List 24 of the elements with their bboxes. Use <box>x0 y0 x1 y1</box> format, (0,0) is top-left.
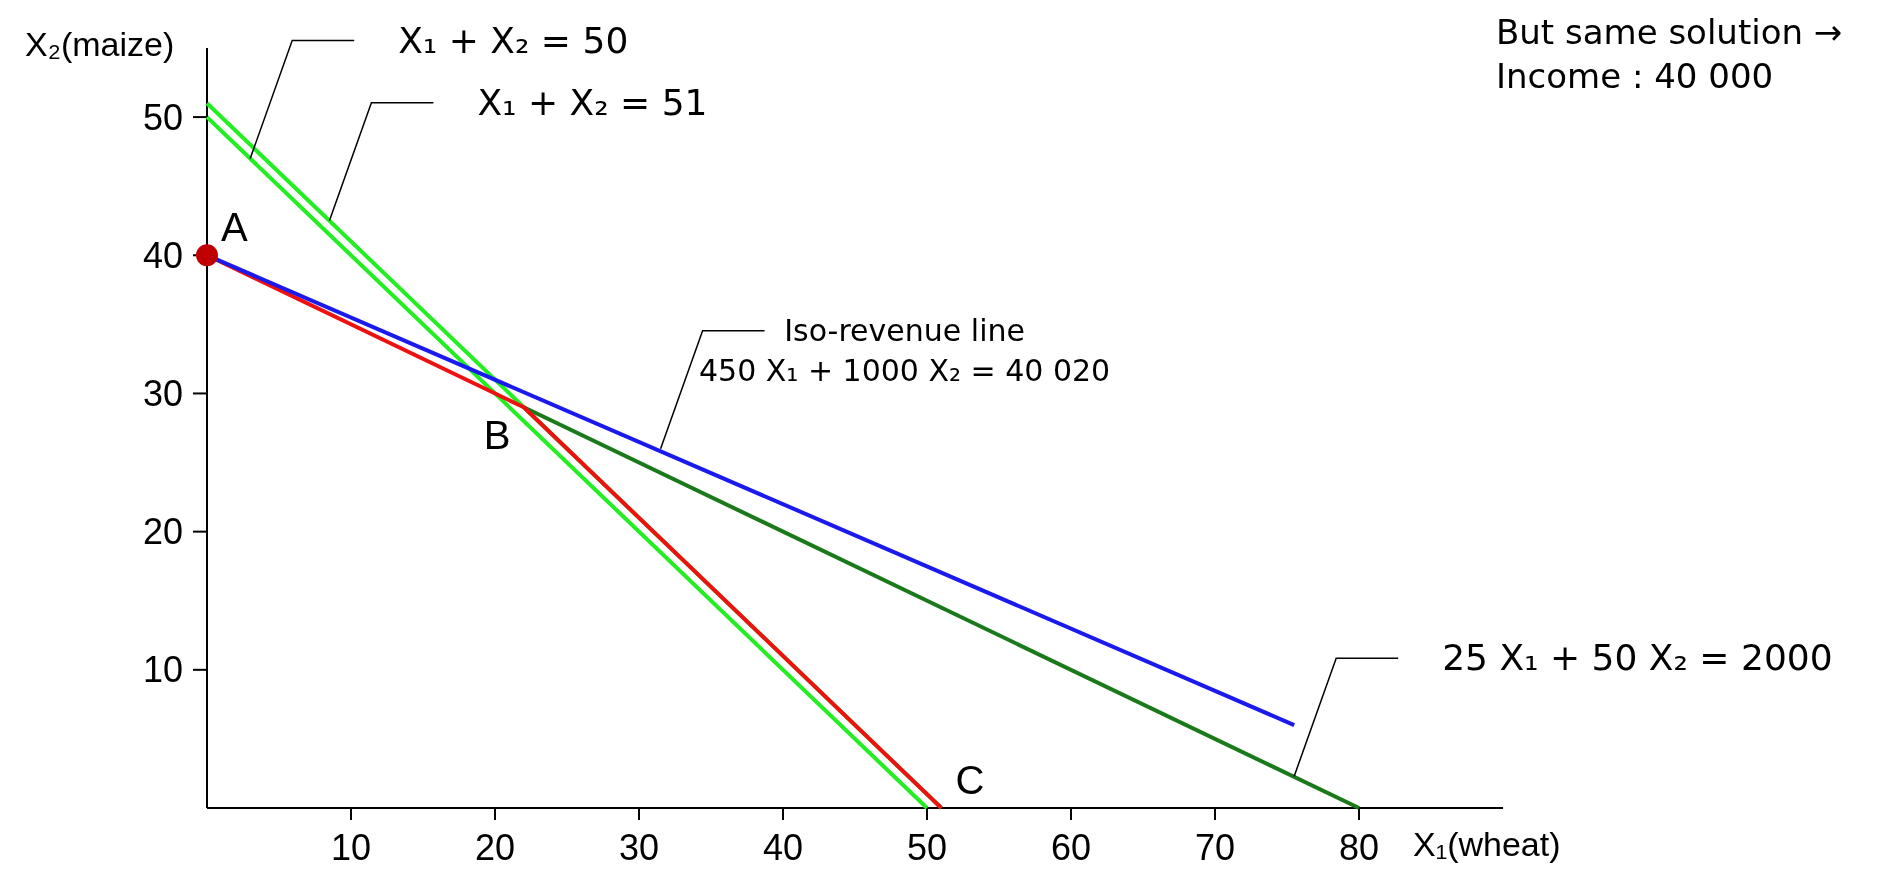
x-tick-label: 10 <box>330 827 372 868</box>
y-tick-label: 30 <box>142 373 183 415</box>
annotation: X₁ + X₂ = 50 <box>398 19 629 61</box>
annotation: C <box>955 758 985 802</box>
x-tick-label: 50 <box>906 827 948 868</box>
annotation: But same solution → <box>1496 12 1843 52</box>
y-tick-label: 50 <box>142 96 183 138</box>
x-axis-title: X₁(wheat) <box>1413 825 1561 863</box>
x-tick-label: 40 <box>762 827 804 868</box>
annotation: 25 X₁ + 50 X₂ = 2000 <box>1442 637 1833 679</box>
x-tick-label: 70 <box>1194 827 1236 868</box>
annotation: Iso-revenue line 450 X₁ + 1000 X₂ = 40 020 <box>698 312 1111 388</box>
x-tick-label: 60 <box>1050 827 1092 868</box>
x-tick-label: 30 <box>618 827 660 868</box>
y-axis-title: X₂(maize) <box>25 25 175 63</box>
x-tick-label: 20 <box>474 827 516 868</box>
annotation: B <box>483 413 511 458</box>
annotation: A <box>221 205 248 250</box>
annotation: Income : 40 000 <box>1496 56 1774 96</box>
y-tick-label: 20 <box>142 511 183 553</box>
x-tick-label: 80 <box>1338 827 1380 868</box>
annotation: X₁ + X₂ = 51 <box>477 81 708 123</box>
y-tick-label: 10 <box>142 649 183 691</box>
y-tick-label: 40 <box>142 234 183 276</box>
